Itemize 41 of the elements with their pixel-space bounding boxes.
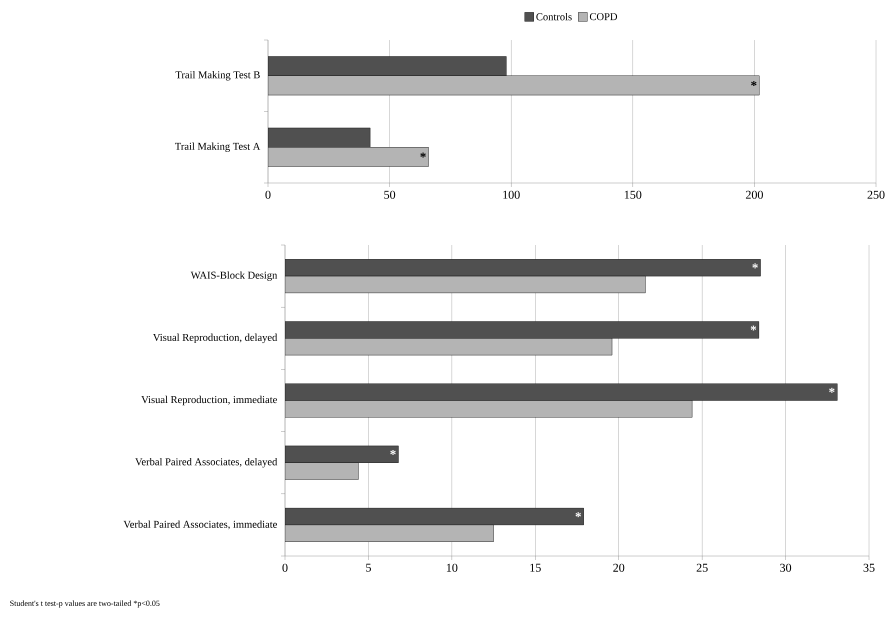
x-tick-label: 0 <box>282 564 288 572</box>
x-tick-label: 20 <box>613 564 624 572</box>
x-tick-label: 200 <box>746 190 763 199</box>
x-tick-label: 50 <box>384 190 396 199</box>
annotation: * <box>751 81 757 86</box>
legend-label: Controls <box>536 12 572 20</box>
y-tick-label: WAIS-Block Design <box>190 271 278 281</box>
text: Student's t test-p values are two-tailed *p<0.05 <box>10 600 160 608</box>
x-tick-label: 35 <box>864 564 875 572</box>
annotation: * <box>420 152 426 158</box>
bar <box>285 400 692 418</box>
x-tick-label: 0 <box>265 190 271 199</box>
y-tick-label: Verbal Paired Associates, immediate <box>123 520 277 530</box>
y-tick-label: Trail Making Test B <box>176 70 260 81</box>
x-tick-label: 5 <box>366 564 371 572</box>
y-tick-label: Verbal Paired Associates, delayed <box>135 458 278 468</box>
bar <box>285 321 760 339</box>
bar <box>285 524 494 542</box>
bar <box>285 462 359 480</box>
x-tick-label: 30 <box>780 564 792 572</box>
x-tick-label: 250 <box>868 190 885 199</box>
annotation: * <box>750 326 756 331</box>
y-tick-label: Visual Reproduction, delayed <box>152 334 278 344</box>
bar <box>285 384 838 401</box>
annotation: * <box>752 263 758 268</box>
bar <box>285 259 761 276</box>
x-tick-label: 15 <box>530 564 541 572</box>
legend-label: COPD <box>590 13 618 20</box>
bar <box>285 508 584 526</box>
annotation: * <box>576 512 581 518</box>
bar <box>285 446 399 463</box>
y-tick-label: Trail Making Test A <box>174 142 260 152</box>
annotation: * <box>829 388 835 393</box>
y-tick-label: Visual Reproduction, immediate <box>141 396 277 406</box>
x-tick-label: 10 <box>446 564 458 572</box>
bar <box>285 338 612 356</box>
x-tick-label: 25 <box>696 564 708 572</box>
x-tick-label: 150 <box>624 190 642 199</box>
x-tick-label: 100 <box>503 190 520 199</box>
annotation: * <box>390 450 396 455</box>
bar <box>285 276 646 294</box>
